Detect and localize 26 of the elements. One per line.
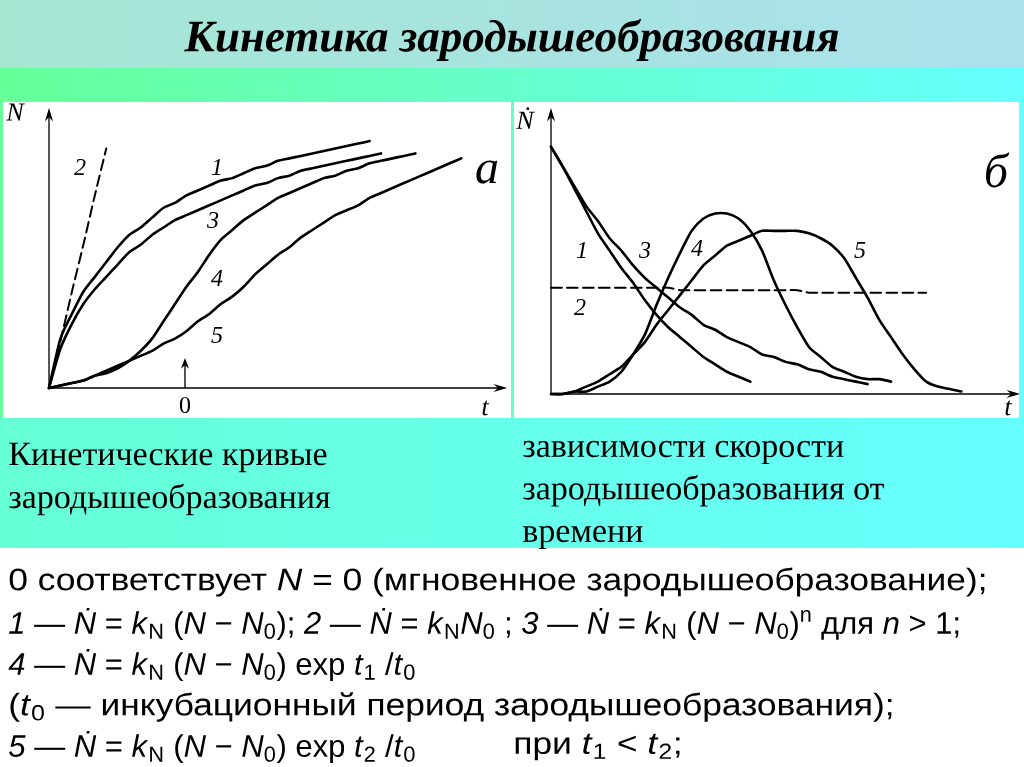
series-label: 1 <box>211 159 221 175</box>
text: 1 — Ṅ = k$_{N}$ (N − N$_{0}$); 2 — Ṅ = k$_{N}$N$_{0}$ ; 3 — Ṅ = k$_{N}$ (N − N$_{0}$)$^{n}$ для n > 1; <box>9 607 959 641</box>
text: зависимости скорости зародышеобразования от времени <box>522 440 885 550</box>
x-axis-title: t <box>1005 400 1013 416</box>
series-label: 3 <box>638 241 651 259</box>
text: при t$_{1}$ < t$_{2}$; <box>515 733 680 761</box>
series-label: 1 <box>576 242 586 258</box>
series-label: 3 <box>206 211 219 229</box>
annotation: а <box>476 160 498 184</box>
series-label: 2 <box>74 159 86 175</box>
text: (t$_{0}$ — инкубационный период зародышеобразования); <box>10 692 892 722</box>
text: 0 соответствует N = 0 (мгновенное зародышеобразование); <box>9 567 985 597</box>
y-axis-title: N <box>6 103 25 121</box>
text: 0 <box>179 396 191 414</box>
chart-title: Кинетика зародышеобразования <box>184 19 839 61</box>
text: 5 — Ṅ = k$_{N}$ (N − N$_{0}$) exp t$_{2}$ /t$_{0}$ <box>8 730 415 764</box>
series-label: 4 <box>691 240 703 256</box>
x-axis-title: t <box>482 400 490 416</box>
text: Кинетические кривые зародышеобразования <box>9 442 331 516</box>
series-label: 5 <box>211 327 223 343</box>
text: 4 — Ṅ = k$_{N}$ (N − N$_{0}$) exp t$_{1}$ /t$_{0}$ <box>8 648 415 682</box>
annotation: б <box>986 152 1010 188</box>
series-label: 2 <box>574 299 586 315</box>
series-label: 5 <box>854 242 866 258</box>
y-axis-title: Ṅ <box>516 107 535 129</box>
series-label: 4 <box>211 270 223 286</box>
